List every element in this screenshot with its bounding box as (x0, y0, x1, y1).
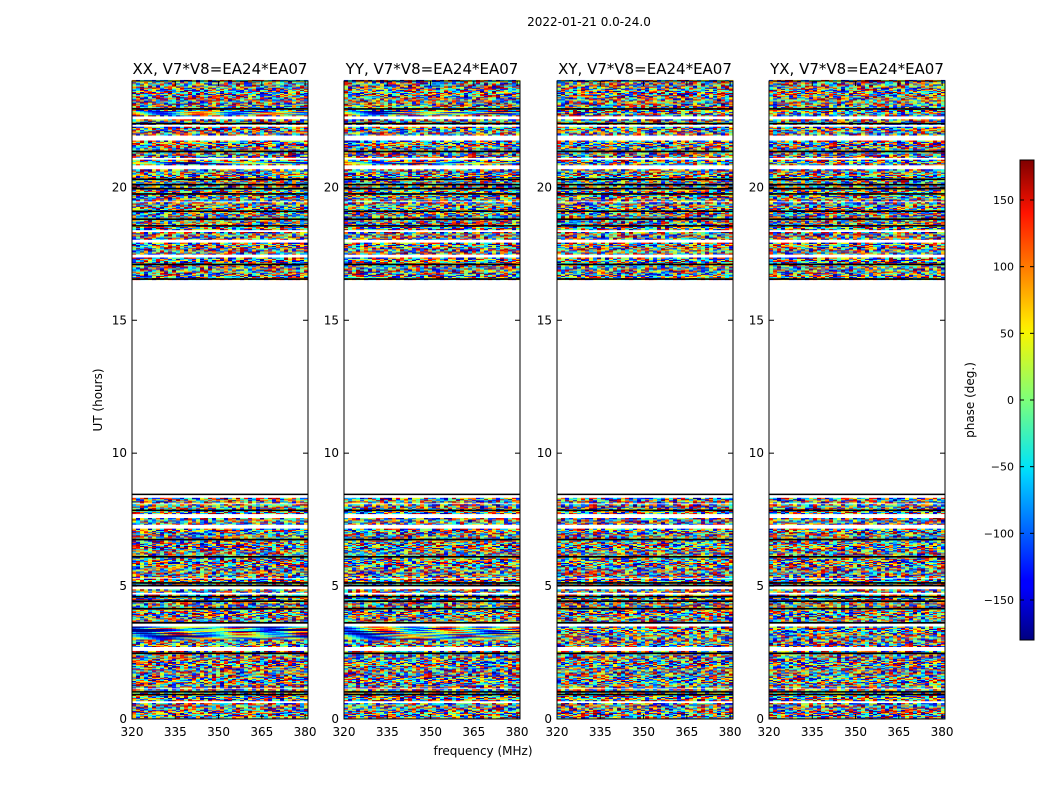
y-tick-label: 20 (324, 180, 339, 194)
y-axis-label: UT (hours) (91, 368, 105, 431)
x-tick-label: 350 (207, 725, 230, 739)
colorbar-tick-label: −50 (991, 461, 1014, 474)
y-tick-label: 0 (544, 712, 552, 726)
x-tick-label: 350 (419, 725, 442, 739)
x-tick-label: 335 (801, 725, 824, 739)
colorbar-label: phase (deg.) (963, 362, 977, 438)
y-tick-label: 5 (119, 579, 127, 593)
x-tick-label: 380 (294, 725, 317, 739)
x-tick-label: 335 (376, 725, 399, 739)
x-axis-label: frequency (MHz) (433, 744, 532, 758)
y-tick-label: 5 (331, 579, 339, 593)
y-tick-label: 15 (112, 313, 127, 327)
y-tick-label: 15 (324, 313, 339, 327)
x-tick-label: 365 (462, 725, 485, 739)
x-tick-label: 380 (506, 725, 529, 739)
y-tick-label: 20 (112, 180, 127, 194)
x-tick-label: 335 (164, 725, 187, 739)
x-tick-label: 380 (719, 725, 742, 739)
y-tick-label: 10 (324, 446, 339, 460)
panel-title: YX, V7*V8=EA24*EA07 (769, 60, 944, 78)
x-tick-label: 320 (546, 725, 569, 739)
panel-3: XY, V7*V8=EA24*EA07 0 5 10 15 20 320 335 350 365 3… (537, 60, 742, 739)
y-tick-label: 15 (537, 313, 552, 327)
heatmap-panels: XX, V7*V8=EA24*EA07 0 5 10 15 20 320 335 350 365 3… (112, 60, 954, 739)
colorbar-tick-label: −100 (984, 527, 1014, 540)
panel-title: XX, V7*V8=EA24*EA07 (133, 60, 308, 78)
x-tick-label: 365 (887, 725, 910, 739)
y-tick-label: 0 (331, 712, 339, 726)
colorbar-tick-label: 150 (993, 194, 1014, 207)
panel-title: XY, V7*V8=EA24*EA07 (558, 60, 732, 78)
y-tick-label: 15 (749, 313, 764, 327)
y-tick-label: 20 (749, 180, 764, 194)
y-tick-label: 5 (756, 579, 764, 593)
colorbar-tick-label: −150 (984, 594, 1014, 607)
x-tick-label: 365 (250, 725, 273, 739)
y-tick-label: 10 (112, 446, 127, 460)
x-tick-label: 320 (333, 725, 356, 739)
colorbar-tick-label: 50 (1000, 327, 1014, 340)
panel-4: YX, V7*V8=EA24*EA07 0 5 10 15 20 320 335 350 365 3… (749, 60, 954, 739)
y-tick-label: 5 (544, 579, 552, 593)
y-tick-label: 20 (537, 180, 552, 194)
x-tick-label: 320 (758, 725, 781, 739)
panel-1: XX, V7*V8=EA24*EA07 0 5 10 15 20 320 335 350 365 3… (112, 60, 317, 739)
x-tick-label: 350 (632, 725, 655, 739)
x-tick-label: 350 (844, 725, 867, 739)
figure-suptitle: 2022-01-21 0.0-24.0 (527, 15, 651, 29)
panel-2: YY, V7*V8=EA24*EA07 0 5 10 15 20 320 335 350 365 3… (324, 60, 529, 739)
y-tick-label: 10 (537, 446, 552, 460)
x-tick-label: 320 (121, 725, 144, 739)
x-tick-label: 380 (931, 725, 954, 739)
y-tick-label: 0 (756, 712, 764, 726)
colorbar-tick-label: 0 (1007, 394, 1014, 407)
x-tick-label: 365 (675, 725, 698, 739)
panel-title: YY, V7*V8=EA24*EA07 (345, 60, 519, 78)
x-tick-label: 335 (589, 725, 612, 739)
y-tick-label: 0 (119, 712, 127, 726)
colorbar: −150 −100 −50 0 50 100 150 phase (deg.) (963, 160, 1034, 640)
colorbar-tick-label: 100 (993, 261, 1014, 274)
y-tick-label: 10 (749, 446, 764, 460)
